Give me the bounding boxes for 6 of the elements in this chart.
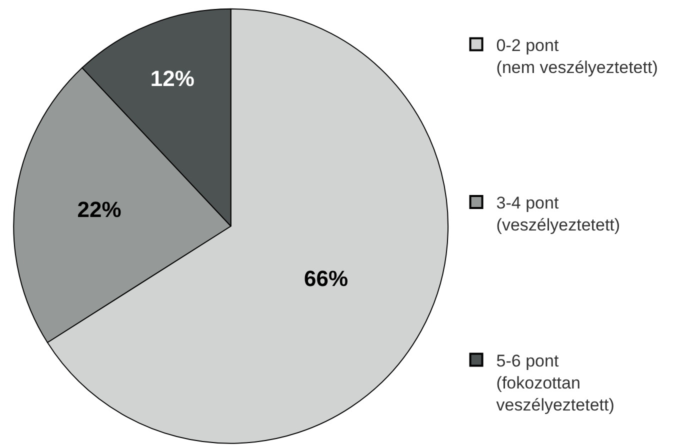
- data-label: 66%: [304, 266, 348, 291]
- legend-label: 5-6 pont (fokozottan veszélyeztetett): [496, 351, 614, 415]
- data-label: 12%: [150, 66, 194, 92]
- legend-label: 0-2 pont (nem veszélyeztetett): [496, 36, 658, 78]
- legend-label: 3-4 pont (veszélyeztetett): [496, 194, 620, 235]
- data-label: 22%: [77, 196, 122, 222]
